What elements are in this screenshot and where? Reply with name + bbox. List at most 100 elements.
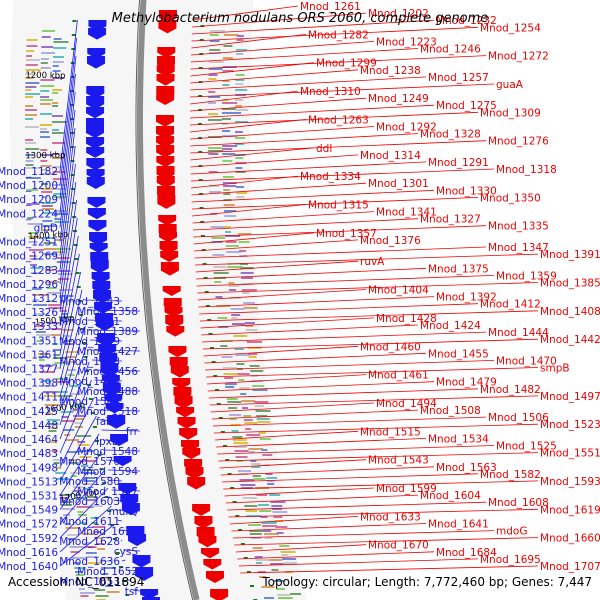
label-connector — [121, 579, 131, 582]
reverse-strand-gene — [107, 415, 126, 429]
feature-stripe — [235, 121, 248, 123]
gene-label-middle: Mnod_1628 — [59, 536, 120, 548]
feature-stripe — [40, 85, 55, 87]
feature-stripe — [248, 448, 264, 450]
label-connector — [190, 41, 375, 56]
feature-stripe — [93, 531, 101, 533]
label-connector — [190, 55, 487, 70]
feature-stripe — [103, 577, 110, 579]
feature-stripe — [30, 272, 40, 274]
gene-label-right: Mnod_1515 — [360, 426, 421, 438]
feature-stripe — [40, 136, 51, 138]
feature-stripe — [236, 363, 245, 365]
feature-stripe — [40, 96, 50, 98]
gene-label-right: Mnod_1599 — [376, 483, 437, 495]
feature-stripe — [253, 478, 266, 480]
feature-stripe — [280, 551, 296, 553]
feature-stripe — [63, 340, 72, 342]
scale-tick — [208, 333, 213, 335]
feature-stripe — [25, 164, 34, 166]
feature-stripe — [235, 137, 246, 139]
feature-stripe — [246, 434, 261, 436]
feature-stripe — [237, 373, 250, 375]
feature-stripe — [267, 483, 275, 485]
feature-stripe — [209, 34, 219, 36]
feature-stripe — [208, 74, 218, 76]
feature-stripe — [56, 248, 71, 250]
feature-stripe — [229, 414, 242, 416]
gene-label-right: Mnod_1391 — [540, 249, 600, 261]
forward-strand-gene — [160, 251, 179, 262]
gene-label-right: Mnod_1335 — [488, 221, 549, 233]
feature-stripe — [269, 559, 283, 561]
feature-stripe — [38, 359, 45, 361]
feature-stripe — [67, 538, 76, 540]
gene-label-left: Mnod_1592 — [0, 533, 58, 545]
label-connector — [211, 409, 419, 420]
feature-stripe — [40, 165, 52, 167]
feature-stripe — [95, 595, 109, 597]
gene-label-left: Mnod_1269 — [0, 251, 58, 263]
reverse-strand-gene — [104, 394, 123, 405]
label-connector — [207, 381, 435, 392]
scale-tick — [75, 272, 80, 274]
label-connector — [190, 126, 375, 140]
feature-stripe — [234, 348, 244, 350]
forward-strand-gene — [179, 428, 198, 440]
label-connector — [189, 104, 435, 119]
feature-stripe — [25, 73, 35, 75]
feature-stripe — [70, 472, 83, 474]
gene-label-left: Mnod_1333 — [0, 321, 58, 333]
label-connector — [109, 479, 123, 482]
label-connector — [194, 239, 359, 252]
label-connector — [121, 559, 126, 562]
feature-stripe — [258, 571, 266, 573]
gene-label-right: guaA — [496, 79, 524, 91]
feature-stripe — [25, 160, 34, 162]
feature-stripe — [76, 506, 89, 508]
label-connector — [59, 199, 77, 313]
feature-stripe — [222, 80, 230, 82]
feature-stripe — [266, 480, 275, 482]
reverse-strand-gene — [86, 177, 105, 189]
gene-label-left: Mnod_1616 — [0, 547, 58, 559]
feature-stripe — [40, 103, 52, 105]
feature-stripe — [224, 226, 231, 228]
gene-label-right: Mnod_1291 — [428, 157, 489, 169]
gene-label-middle: Mnod_1488 — [77, 386, 138, 398]
feature-stripe — [227, 266, 243, 268]
label-connector — [59, 55, 77, 200]
feature-stripe — [239, 387, 250, 389]
feature-stripe — [221, 356, 233, 358]
feature-stripe — [256, 494, 268, 496]
feature-stripe — [239, 250, 247, 252]
feature-stripe — [224, 210, 236, 212]
gene-label-left: Mnod_1513 — [0, 476, 58, 488]
feature-stripe — [281, 554, 289, 556]
scale-tick — [77, 300, 82, 302]
label-connector — [191, 19, 435, 35]
forward-strand-gene — [166, 326, 185, 337]
feature-stripe — [228, 289, 236, 291]
feature-stripe — [236, 35, 244, 37]
reverse-strand-gene — [118, 483, 137, 495]
label-connector — [98, 409, 141, 412]
gene-label-right: Mnod_1263 — [308, 114, 369, 126]
feature-stripe — [245, 329, 258, 331]
forward-strand-gene — [174, 396, 193, 409]
feature-stripe — [73, 418, 84, 420]
gene-label-left: glpD — [34, 222, 58, 234]
gene-label-right: Mnod_1202 — [368, 8, 429, 20]
gene-label-left: Mnod_1224 — [0, 208, 58, 220]
feature-stripe — [48, 304, 61, 306]
forward-strand-gene — [187, 477, 206, 490]
forward-strand-gene — [156, 65, 175, 77]
feature-stripe — [26, 39, 38, 41]
feature-stripe — [43, 395, 59, 397]
feature-stripe — [52, 92, 59, 94]
label-connector — [214, 430, 359, 441]
feature-stripe — [83, 542, 92, 544]
reverse-strand-gene — [128, 534, 147, 547]
scale-tick — [203, 277, 208, 279]
